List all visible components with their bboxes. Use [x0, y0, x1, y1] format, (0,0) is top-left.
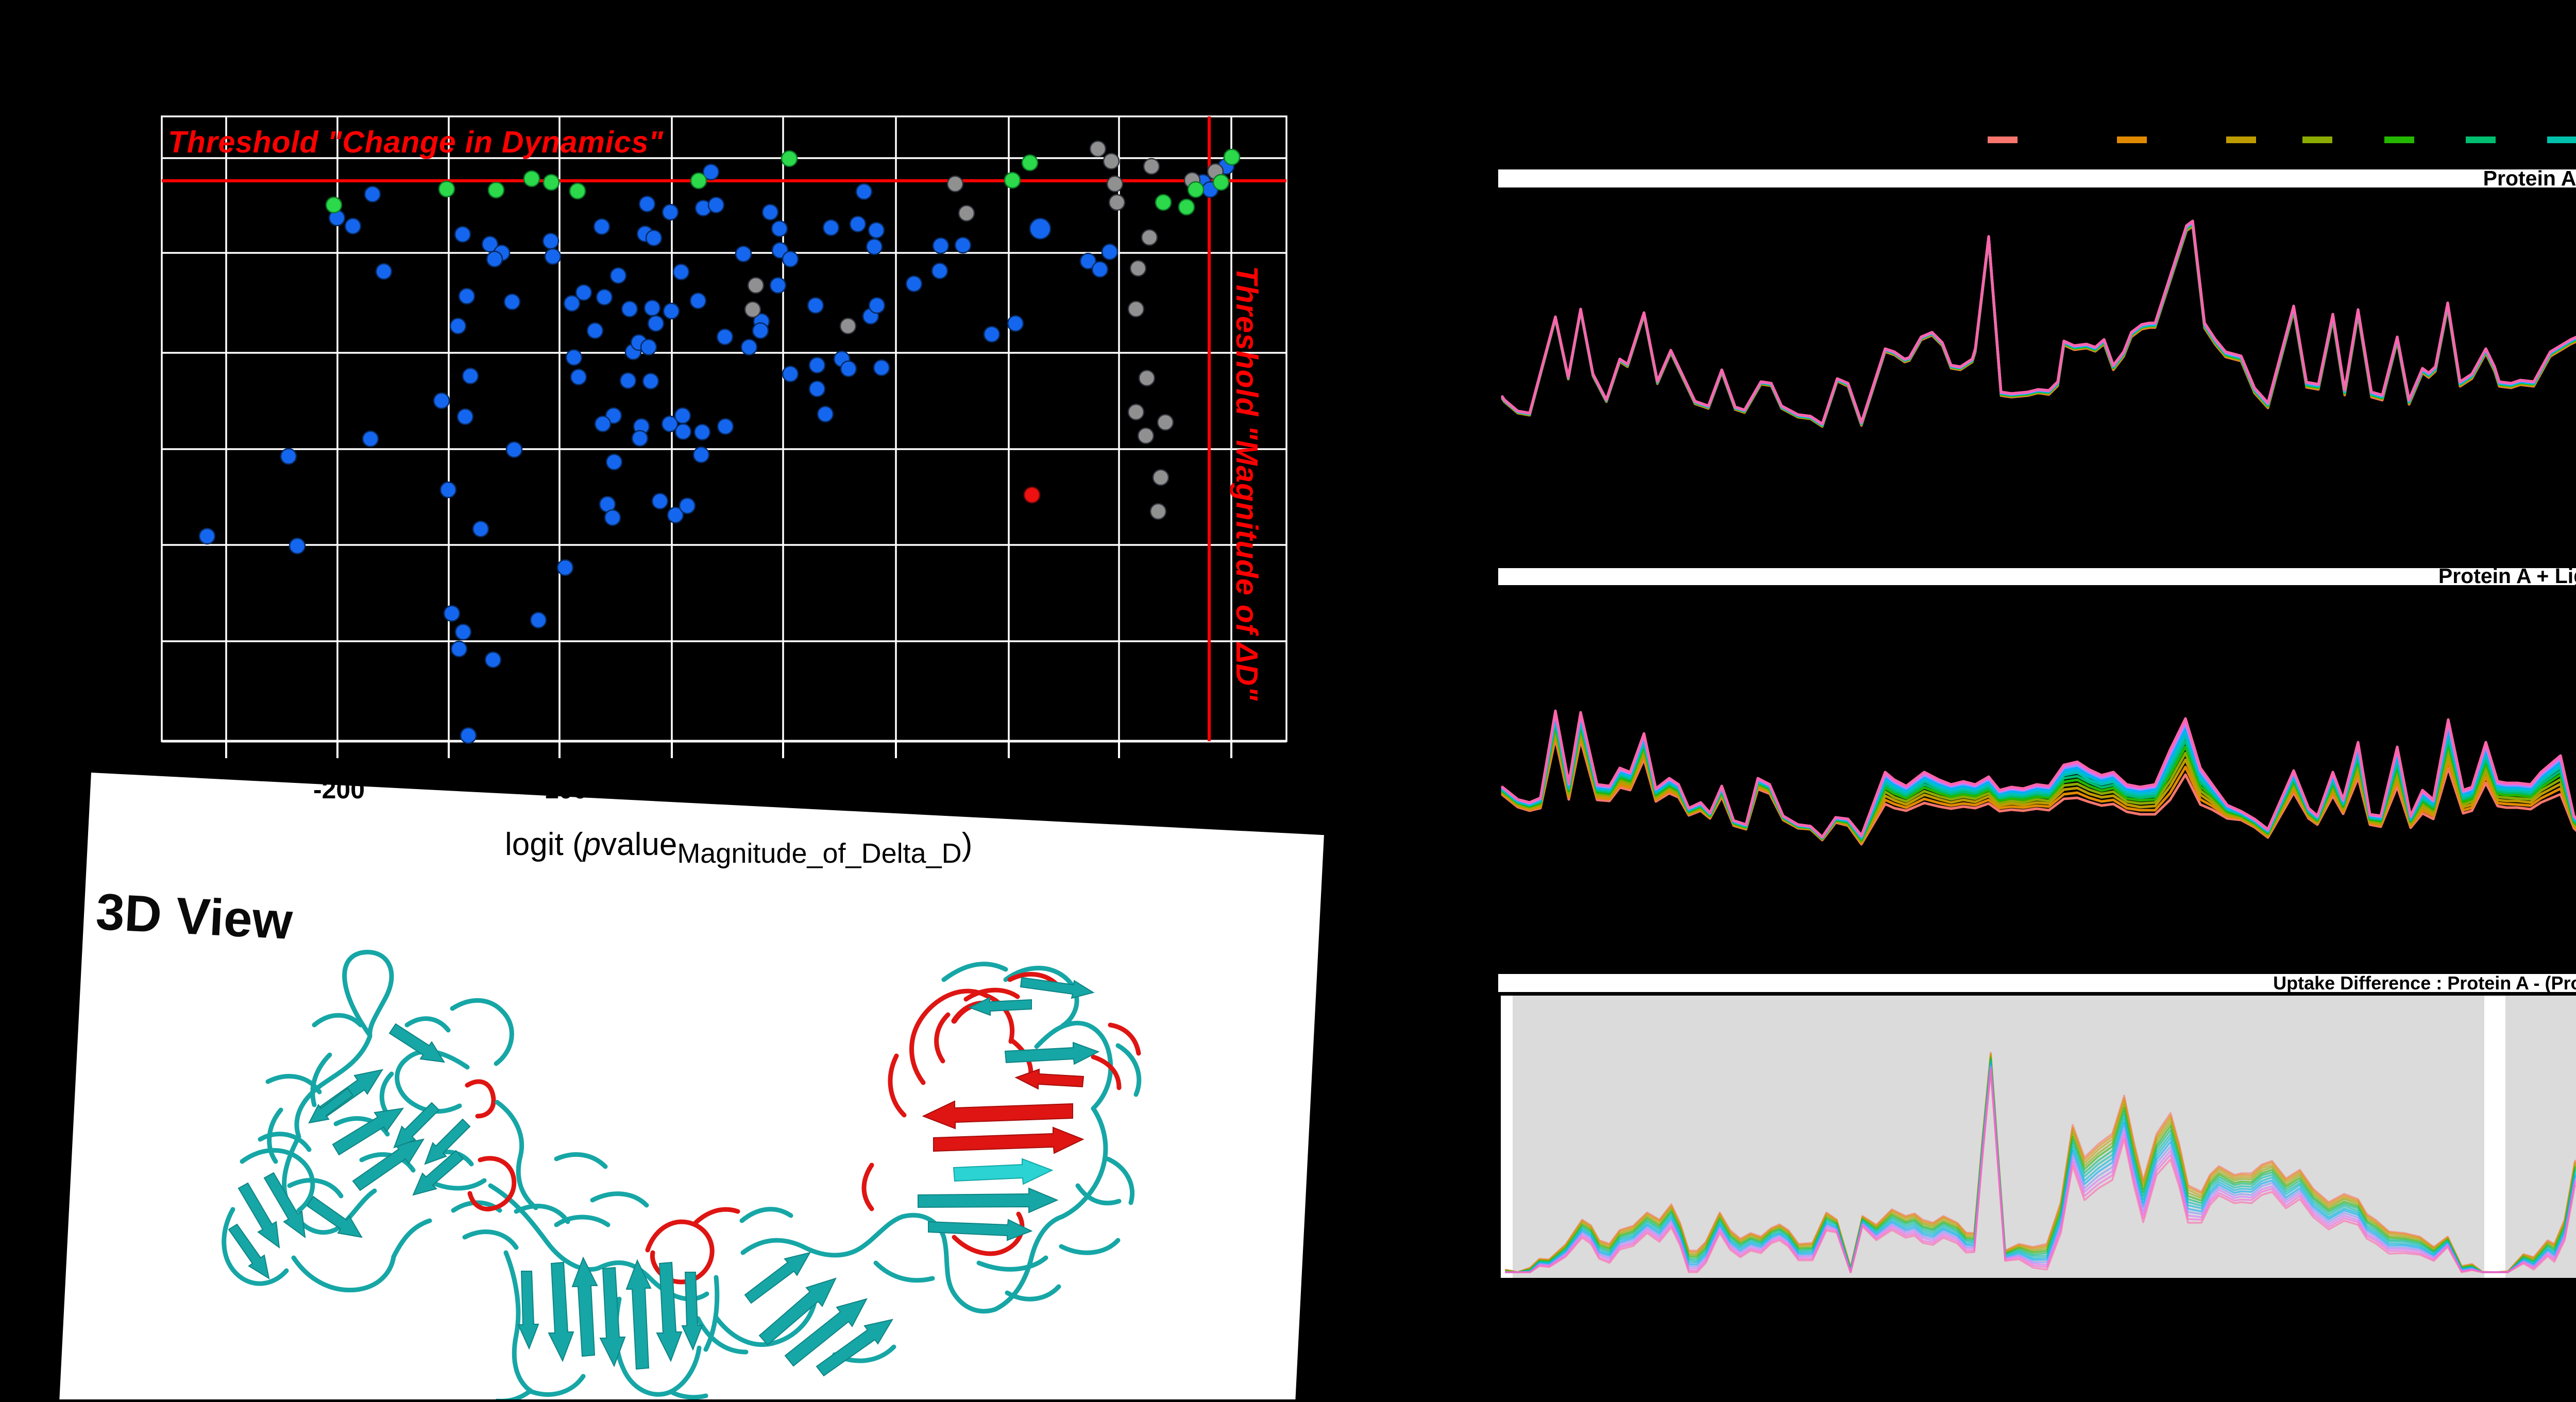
svg-text:Protein A: Protein A — [2483, 166, 2576, 190]
svg-text:100: 100 — [985, 775, 1028, 804]
svg-text:0: 0 — [777, 775, 791, 804]
svg-text:-200: -200 — [313, 775, 365, 804]
svg-text:3D View: 3D View — [95, 883, 294, 950]
svg-text:-100: -100 — [536, 775, 587, 804]
svg-text:Threshold "Change in Dynamics": Threshold "Change in Dynamics" — [168, 125, 664, 159]
svg-text:200: 200 — [1208, 775, 1250, 804]
svg-text:Threshold "Magnitude of ΔD": Threshold "Magnitude of ΔD" — [1230, 266, 1264, 701]
svg-text:Uptake Difference : Protein A: Uptake Difference : Protein A - (Protein… — [2273, 972, 2576, 994]
svg-text:Protein A + Ligand: Protein A + Ligand — [2438, 564, 2576, 588]
